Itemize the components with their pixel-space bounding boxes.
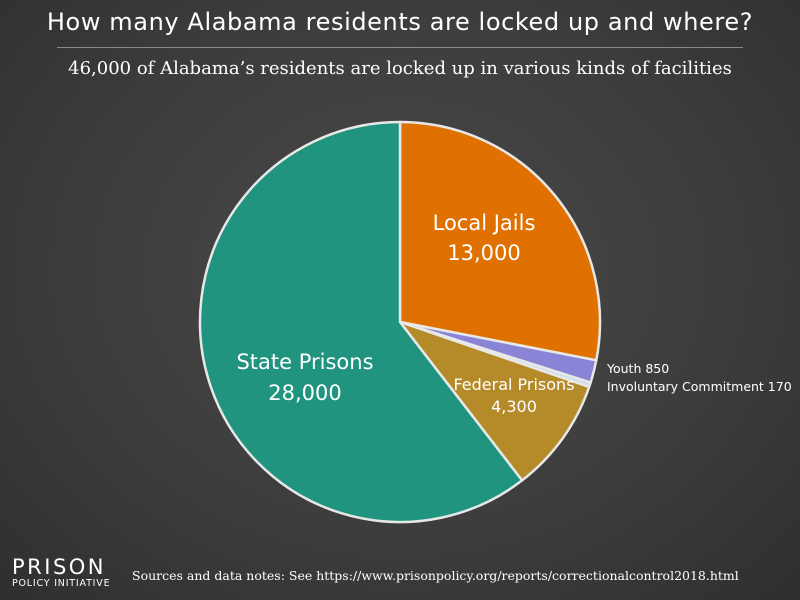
slice-label-involuntary-commitment: Involuntary Commitment 170 (607, 379, 792, 394)
prison-policy-initiative-logo: PRISON POLICY INITIATIVE (12, 556, 110, 590)
pie-slice-state-prisons (198, 120, 524, 524)
pie-slices (198, 120, 602, 524)
slice-label-state-prisons: State Prisons (236, 350, 373, 374)
logo-sub-text: POLICY INITIATIVE (12, 578, 111, 589)
chart-subtitle: 46,000 of Alabama’s residents are locked… (68, 58, 732, 79)
slice-value-state-prisons: 28,000 (268, 381, 341, 405)
pie-slice-local-jails (398, 120, 602, 362)
logo-main-text: PRISON (12, 555, 107, 579)
pie-slice-federal-prisons (398, 320, 591, 482)
slice-label-federal-prisons: Federal Prisons (453, 375, 574, 394)
slice-value-federal-prisons: 4,300 (491, 397, 537, 416)
slice-label-youth: Youth 850 (606, 361, 669, 376)
slice-value-local-jails: 13,000 (447, 241, 520, 265)
slice-label-local-jails: Local Jails (433, 211, 536, 235)
chart-title: How many Alabama residents are locked up… (46, 8, 754, 36)
sources-note: Sources and data notes: See https://www.… (132, 568, 739, 583)
title-divider (57, 47, 743, 48)
